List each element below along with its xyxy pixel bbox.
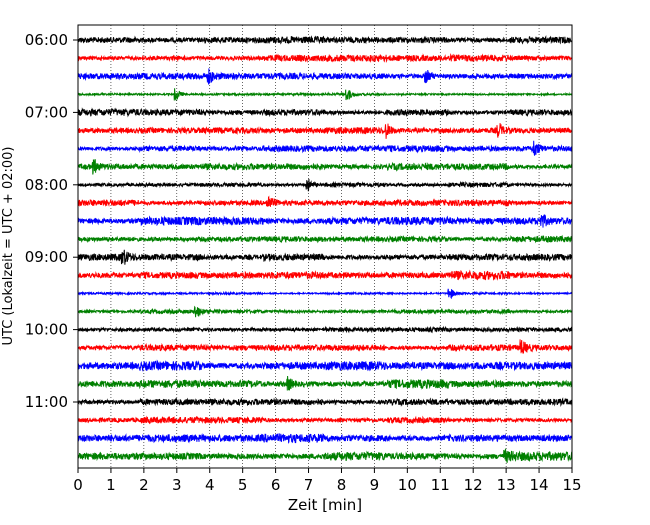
x-tick-layer: 0 1 2 3 4 5 6 7 8 9 10 11 12 13 14 15 bbox=[73, 468, 582, 494]
x-tick-label: 12 bbox=[464, 476, 483, 494]
x-tick-label: 14 bbox=[530, 476, 549, 494]
x-tick-label: 8 bbox=[337, 476, 347, 494]
trace-0600 bbox=[77, 35, 572, 45]
x-tick-label: 10 bbox=[398, 476, 417, 494]
x-tick-label: 13 bbox=[497, 476, 516, 494]
plot-frame bbox=[77, 24, 573, 469]
trace-0630 bbox=[77, 68, 573, 85]
trace-0730 bbox=[77, 140, 573, 156]
trace-1115 bbox=[77, 415, 573, 425]
y-tick-label: 07:00 bbox=[25, 103, 68, 121]
x-tick-label: 9 bbox=[370, 476, 380, 494]
trace-1145 bbox=[77, 448, 573, 463]
y-axis-label: UTC (Lokalzeit = UTC + 02:00) bbox=[1, 147, 16, 346]
trace-1000 bbox=[77, 325, 573, 334]
trace-0845 bbox=[77, 234, 573, 244]
y-tick-label: 06:00 bbox=[25, 31, 68, 49]
trace-0715 bbox=[77, 123, 573, 139]
trace-0915 bbox=[77, 269, 573, 281]
trace-0815 bbox=[77, 195, 573, 208]
trace-0615 bbox=[77, 52, 573, 64]
trace-0700 bbox=[77, 107, 573, 118]
x-tick-label: 6 bbox=[271, 476, 281, 494]
y-tick-label: 11:00 bbox=[25, 393, 68, 411]
x-tick-label: 4 bbox=[205, 476, 215, 494]
x-tick-label: 5 bbox=[238, 476, 248, 494]
trace-1130 bbox=[77, 433, 573, 444]
x-tick-label: 15 bbox=[562, 476, 581, 494]
trace-0930 bbox=[77, 288, 573, 300]
x-tick-label: 11 bbox=[431, 476, 450, 494]
x-tick-label: 7 bbox=[304, 476, 314, 494]
x-axis-label: Zeit [min] bbox=[288, 496, 362, 514]
trace-0645 bbox=[77, 88, 573, 102]
y-tick-layer: 06:00 07:00 08:00 09:00 10:00 11:00 bbox=[25, 31, 78, 411]
y-tick-label: 10:00 bbox=[25, 321, 68, 339]
trace-layer bbox=[77, 35, 573, 463]
trace-0800 bbox=[77, 178, 573, 192]
trace-1015 bbox=[77, 339, 573, 354]
y-tick-label: 08:00 bbox=[25, 176, 68, 194]
trace-1045 bbox=[77, 375, 573, 391]
grid-layer bbox=[110, 25, 540, 468]
y-tick-label: 09:00 bbox=[25, 248, 68, 266]
x-tick-label: 0 bbox=[73, 476, 83, 494]
trace-1030 bbox=[77, 359, 573, 373]
trace-0900 bbox=[77, 249, 573, 265]
trace-0830 bbox=[77, 214, 573, 228]
trace-1100 bbox=[77, 397, 573, 407]
x-tick-label: 1 bbox=[106, 476, 116, 494]
trace-0745 bbox=[77, 159, 573, 175]
x-tick-label: 3 bbox=[172, 476, 182, 494]
trace-0945 bbox=[77, 305, 573, 318]
x-tick-label: 2 bbox=[139, 476, 149, 494]
